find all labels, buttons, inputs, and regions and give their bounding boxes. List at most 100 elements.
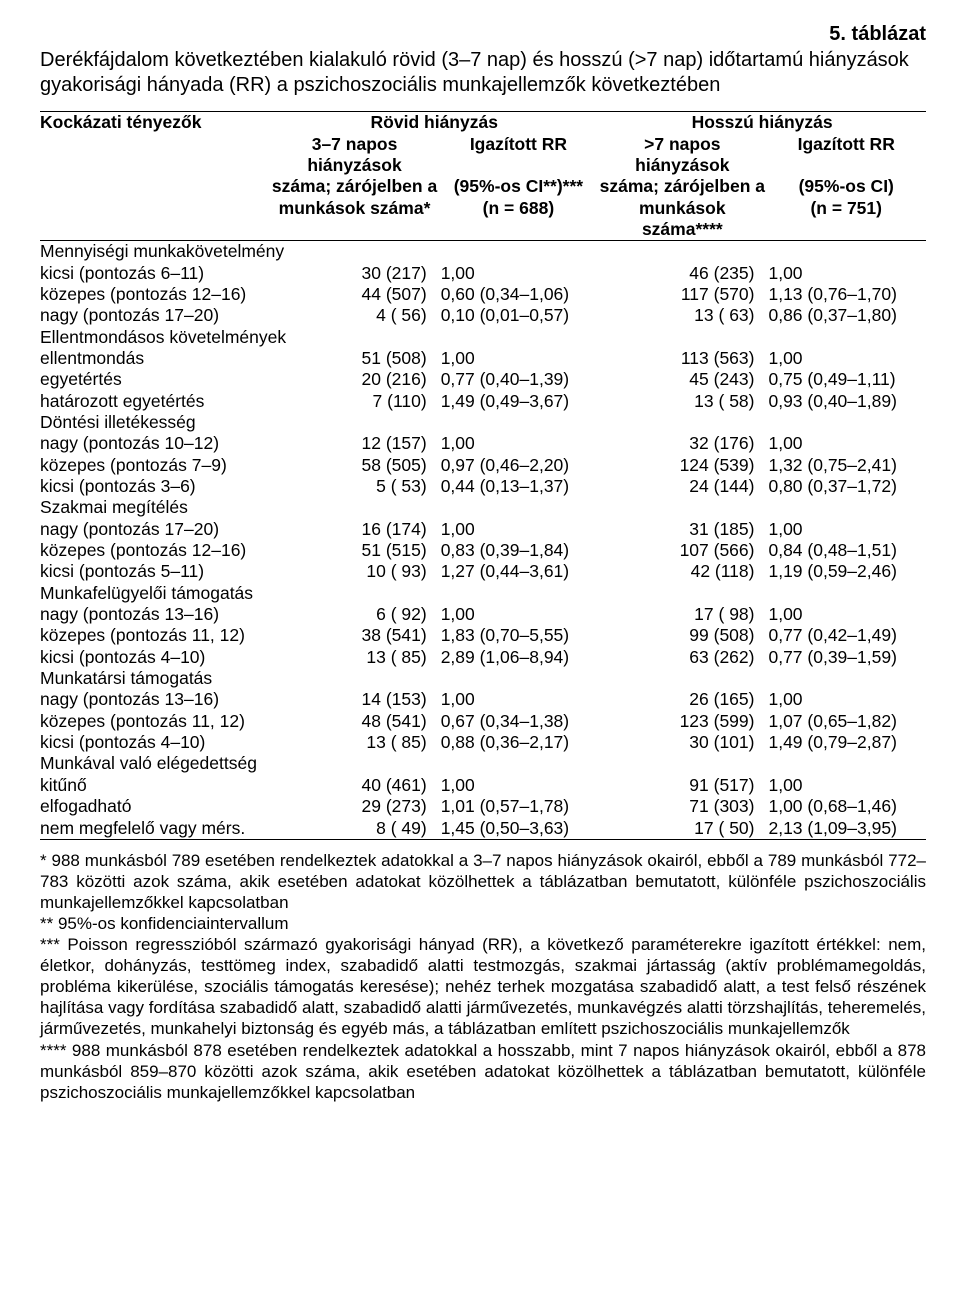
- row-short-n: 30 (217): [270, 263, 438, 284]
- row-label: kicsi (pontozás 4–10): [40, 732, 270, 753]
- row-short-rr: 0,97 (0,46–2,20): [439, 455, 598, 476]
- row-long-rr: 1,49 (0,79–2,87): [766, 732, 926, 753]
- head-c5b: (95%-os CI): [766, 176, 926, 197]
- row-short-rr: 0,10 (0,01–0,57): [439, 305, 598, 326]
- row-short-rr: 1,49 (0,49–3,67): [439, 391, 598, 412]
- row-long-rr: 1,13 (0,76–1,70): [766, 284, 926, 305]
- head-risk: Kockázati tényezők: [40, 112, 270, 134]
- row-label: kitűnő: [40, 775, 270, 796]
- row-long-rr: 0,77 (0,39–1,59): [766, 647, 926, 668]
- row-label: kicsi (pontozás 6–11): [40, 263, 270, 284]
- row-short-rr: 0,60 (0,34–1,06): [439, 284, 598, 305]
- row-short-rr: 1,83 (0,70–5,55): [439, 625, 598, 646]
- row-short-rr: 0,83 (0,39–1,84): [439, 540, 598, 561]
- row-long-n: 113 (563): [598, 348, 766, 369]
- row-short-n: 51 (515): [270, 540, 438, 561]
- row-short-rr: 1,00: [439, 348, 598, 369]
- row-short-n: 10 ( 93): [270, 561, 438, 582]
- row-long-n: 17 ( 50): [598, 818, 766, 840]
- head-c4c: munkások száma****: [598, 198, 766, 241]
- row-label: elfogadható: [40, 796, 270, 817]
- row-long-rr: 1,00 (0,68–1,46): [766, 796, 926, 817]
- row-short-rr: 0,88 (0,36–2,17): [439, 732, 598, 753]
- row-long-n: 46 (235): [598, 263, 766, 284]
- row-short-n: 40 (461): [270, 775, 438, 796]
- head-c3b: (95%-os CI**)***: [439, 176, 598, 197]
- row-long-n: 107 (566): [598, 540, 766, 561]
- row-long-rr: 1,00: [766, 689, 926, 710]
- row-long-n: 124 (539): [598, 455, 766, 476]
- row-long-n: 32 (176): [598, 433, 766, 454]
- row-long-n: 26 (165): [598, 689, 766, 710]
- row-long-rr: 1,07 (0,65–1,82): [766, 711, 926, 732]
- row-long-rr: 1,00: [766, 604, 926, 625]
- row-long-rr: 0,93 (0,40–1,89): [766, 391, 926, 412]
- row-short-n: 51 (508): [270, 348, 438, 369]
- head-c2c: munkások száma*: [270, 198, 438, 241]
- row-long-rr: 0,84 (0,48–1,51): [766, 540, 926, 561]
- row-short-rr: 1,00: [439, 689, 598, 710]
- head-c3a: Igazított RR: [439, 134, 598, 177]
- row-label: kicsi (pontozás 4–10): [40, 647, 270, 668]
- row-short-rr: 1,00: [439, 604, 598, 625]
- section-header: Mennyiségi munkakövetelmény: [40, 241, 926, 263]
- row-label: közepes (pontozás 12–16): [40, 284, 270, 305]
- row-short-rr: 0,44 (0,13–1,37): [439, 476, 598, 497]
- footnote-line: *** Poisson regresszióból származó gyako…: [40, 934, 926, 1039]
- row-short-n: 20 (216): [270, 369, 438, 390]
- row-short-rr: 1,00: [439, 433, 598, 454]
- row-long-n: 31 (185): [598, 519, 766, 540]
- row-long-n: 17 ( 98): [598, 604, 766, 625]
- row-label: kicsi (pontozás 5–11): [40, 561, 270, 582]
- head-c4b: száma; zárójelben a: [598, 176, 766, 197]
- row-long-n: 24 (144): [598, 476, 766, 497]
- table-body: Mennyiségi munkakövetelménykicsi (pontoz…: [40, 241, 926, 840]
- row-long-rr: 1,00: [766, 433, 926, 454]
- row-long-n: 63 (262): [598, 647, 766, 668]
- head-c4a: >7 napos hiányzások: [598, 134, 766, 177]
- head-c2b: száma; zárójelben a: [270, 176, 438, 197]
- row-label: nagy (pontozás 17–20): [40, 305, 270, 326]
- footnote-line: **** 988 munkásból 878 esetében rendelke…: [40, 1040, 926, 1103]
- row-short-n: 4 ( 56): [270, 305, 438, 326]
- row-short-rr: 0,67 (0,34–1,38): [439, 711, 598, 732]
- section-header: Munkafelügyelői támogatás: [40, 583, 926, 604]
- row-short-n: 38 (541): [270, 625, 438, 646]
- head-c2a: 3–7 napos hiányzások: [270, 134, 438, 177]
- section-header: Munkával való elégedettség: [40, 753, 926, 774]
- row-long-n: 13 ( 58): [598, 391, 766, 412]
- row-short-rr: 1,00: [439, 775, 598, 796]
- row-label: kicsi (pontozás 3–6): [40, 476, 270, 497]
- row-long-rr: 1,00: [766, 348, 926, 369]
- row-short-rr: 1,01 (0,57–1,78): [439, 796, 598, 817]
- row-long-n: 42 (118): [598, 561, 766, 582]
- table-number: 5. táblázat: [40, 22, 926, 46]
- row-label: közepes (pontozás 11, 12): [40, 625, 270, 646]
- row-long-rr: 1,00: [766, 519, 926, 540]
- row-short-rr: 0,77 (0,40–1,39): [439, 369, 598, 390]
- row-long-rr: 1,00: [766, 263, 926, 284]
- row-short-n: 8 ( 49): [270, 818, 438, 840]
- row-short-rr: 1,45 (0,50–3,63): [439, 818, 598, 840]
- row-long-n: 99 (508): [598, 625, 766, 646]
- row-long-n: 45 (243): [598, 369, 766, 390]
- row-short-rr: 2,89 (1,06–8,94): [439, 647, 598, 668]
- section-header: Döntési illetékesség: [40, 412, 926, 433]
- row-label: határozott egyetértés: [40, 391, 270, 412]
- row-short-n: 13 ( 85): [270, 647, 438, 668]
- row-short-n: 6 ( 92): [270, 604, 438, 625]
- section-header: Szakmai megítélés: [40, 497, 926, 518]
- row-long-rr: 0,80 (0,37–1,72): [766, 476, 926, 497]
- row-short-rr: 1,27 (0,44–3,61): [439, 561, 598, 582]
- row-short-n: 5 ( 53): [270, 476, 438, 497]
- rr-table: Kockázati tényezők Rövid hiányzás Hosszú…: [40, 111, 926, 840]
- row-short-n: 44 (507): [270, 284, 438, 305]
- row-short-n: 7 (110): [270, 391, 438, 412]
- row-short-n: 48 (541): [270, 711, 438, 732]
- row-long-rr: 0,77 (0,42–1,49): [766, 625, 926, 646]
- head-long: Hosszú hiányzás: [598, 112, 926, 134]
- row-long-rr: 2,13 (1,09–3,95): [766, 818, 926, 840]
- row-short-rr: 1,00: [439, 263, 598, 284]
- row-long-n: 91 (517): [598, 775, 766, 796]
- row-short-n: 29 (273): [270, 796, 438, 817]
